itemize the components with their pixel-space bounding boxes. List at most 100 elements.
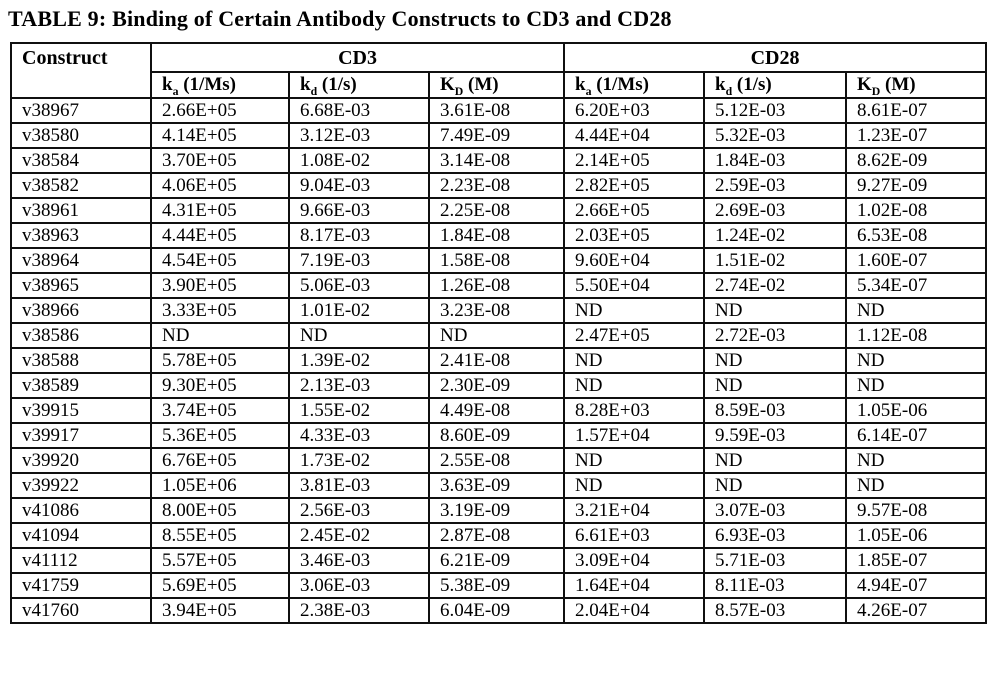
table-row: v39922 1.05E+06 3.81E-03 3.63E-09 ND ND …	[10, 472, 988, 499]
table-row: v41094 8.55E+05 2.45E-02 2.87E-08 6.61E+…	[10, 522, 988, 549]
construct-cell: v38961	[10, 197, 152, 224]
cd28-ka-cell: 3.09E+04	[563, 547, 706, 574]
cd3-ka-cell: 5.78E+05	[150, 347, 290, 374]
cd28-ka-header: ka (1/Ms)	[563, 71, 706, 99]
cd3-KD-cell: 2.23E-08	[427, 172, 566, 199]
cd3-ka-cell: 6.76E+05	[150, 447, 290, 474]
cd28-KD-cell: 1.12E-08	[845, 322, 988, 349]
ka-symbol: k	[575, 74, 586, 95]
cd28-KD-cell: 4.26E-07	[845, 597, 988, 624]
table-row: v38965 3.90E+05 5.06E-03 1.26E-08 5.50E+…	[10, 272, 988, 299]
cd3-kd-cell: 2.38E-03	[288, 597, 430, 624]
cd3-kd-cell: 2.45E-02	[288, 522, 430, 549]
cd3-KD-header: KD (M)	[427, 71, 566, 99]
cd28-kd-cell: 8.57E-03	[703, 597, 848, 624]
cd28-kd-cell: ND	[703, 297, 848, 324]
cd3-KD-cell: 3.63E-09	[427, 472, 566, 499]
cd3-KD-cell: 2.25E-08	[427, 197, 566, 224]
cd3-KD-cell: 1.26E-08	[427, 272, 566, 299]
cd3-ka-cell: 2.66E+05	[150, 97, 290, 124]
cd28-kd-cell: 1.84E-03	[703, 147, 848, 174]
table-row: v38580 4.14E+05 3.12E-03 7.49E-09 4.44E+…	[10, 122, 988, 149]
construct-cell: v38586	[10, 322, 152, 349]
cd3-KD-cell: 2.41E-08	[427, 347, 566, 374]
cd28-kd-cell: 2.69E-03	[703, 197, 848, 224]
cd3-KD-cell: 7.49E-09	[427, 122, 566, 149]
table-row: v41760 3.94E+05 2.38E-03 6.04E-09 2.04E+…	[10, 597, 988, 624]
cd3-KD-cell: ND	[427, 322, 566, 349]
binding-data-table: Construct CD3 CD28 ka (1/Ms) kd (1/s) KD…	[10, 42, 988, 624]
table-row: v39915 3.74E+05 1.55E-02 4.49E-08 8.28E+…	[10, 397, 988, 424]
cd3-KD-cell: 6.21E-09	[427, 547, 566, 574]
table-row: v38582 4.06E+05 9.04E-03 2.23E-08 2.82E+…	[10, 172, 988, 199]
cd3-kd-cell: 4.33E-03	[288, 422, 430, 449]
cd3-kd-cell: 2.56E-03	[288, 497, 430, 524]
cd3-KD-cell: 1.84E-08	[427, 222, 566, 249]
cd3-ka-cell: 3.74E+05	[150, 397, 290, 424]
cd3-ka-cell: 3.70E+05	[150, 147, 290, 174]
construct-cell: v38966	[10, 297, 152, 324]
cd3-ka-cell: 8.55E+05	[150, 522, 290, 549]
construct-cell: v38588	[10, 347, 152, 374]
cd28-ka-cell: 6.61E+03	[563, 522, 706, 549]
cd28-KD-cell: 1.05E-06	[845, 522, 988, 549]
cd3-KD-cell: 4.49E-08	[427, 397, 566, 424]
cd28-KD-cell: 1.05E-06	[845, 397, 988, 424]
cd28-kd-cell: 5.12E-03	[703, 97, 848, 124]
cd28-ka-cell: ND	[563, 447, 706, 474]
kd-subscript: d	[310, 84, 318, 98]
cd28-ka-cell: 2.14E+05	[563, 147, 706, 174]
cd3-ka-cell: 4.06E+05	[150, 172, 290, 199]
cd3-KD-cell: 1.58E-08	[427, 247, 566, 274]
cd28-kd-cell: ND	[703, 372, 848, 399]
construct-cell: v39915	[10, 397, 152, 424]
KD-symbol: K	[857, 74, 872, 95]
cd3-kd-cell: 1.39E-02	[288, 347, 430, 374]
cd28-ka-cell: 2.66E+05	[563, 197, 706, 224]
cd3-KD-cell: 3.61E-08	[427, 97, 566, 124]
kd-symbol: k	[300, 74, 311, 95]
cd3-kd-cell: 3.06E-03	[288, 572, 430, 599]
cd28-ka-cell: 2.47E+05	[563, 322, 706, 349]
kd-units: (1/s)	[732, 74, 772, 95]
cd3-kd-cell: 1.01E-02	[288, 297, 430, 324]
sub-header-row: ka (1/Ms) kd (1/s) KD (M) ka (1/Ms) kd (…	[11, 71, 988, 99]
table-row: v41112 5.57E+05 3.46E-03 6.21E-09 3.09E+…	[10, 547, 988, 574]
cd28-kd-cell: 8.59E-03	[703, 397, 848, 424]
cd28-kd-cell: ND	[703, 472, 848, 499]
cd3-KD-cell: 2.87E-08	[427, 522, 566, 549]
table-header: Construct CD3 CD28 ka (1/Ms) kd (1/s) KD…	[10, 42, 988, 99]
cd28-KD-cell: 1.23E-07	[845, 122, 988, 149]
kd-symbol: k	[715, 74, 726, 95]
construct-cell: v39922	[10, 472, 152, 499]
cd28-KD-cell: ND	[845, 297, 988, 324]
cd3-kd-cell: 9.66E-03	[288, 197, 430, 224]
cd28-KD-header: KD (M)	[845, 71, 988, 99]
KD-symbol: K	[440, 74, 455, 95]
cd28-ka-cell: ND	[563, 372, 706, 399]
cd3-kd-cell: 2.13E-03	[288, 372, 430, 399]
table-body: v38967 2.66E+05 6.68E-03 3.61E-08 6.20E+…	[10, 97, 988, 624]
cd28-KD-cell: 8.62E-09	[845, 147, 988, 174]
cd3-ka-cell: 5.69E+05	[150, 572, 290, 599]
cd28-ka-cell: ND	[563, 297, 706, 324]
cd3-KD-cell: 3.19E-09	[427, 497, 566, 524]
cd28-kd-cell: 3.07E-03	[703, 497, 848, 524]
construct-cell: v38580	[10, 122, 152, 149]
cd28-ka-cell: 1.57E+04	[563, 422, 706, 449]
cd3-kd-cell: 9.04E-03	[288, 172, 430, 199]
table-row: v39920 6.76E+05 1.73E-02 2.55E-08 ND ND …	[10, 447, 988, 474]
cd28-ka-cell: 6.20E+03	[563, 97, 706, 124]
table-row: v39917 5.36E+05 4.33E-03 8.60E-09 1.57E+…	[10, 422, 988, 449]
cd3-KD-cell: 6.04E-09	[427, 597, 566, 624]
construct-cell: v38967	[10, 97, 152, 124]
cd3-kd-cell: 1.55E-02	[288, 397, 430, 424]
cd3-ka-cell: 3.33E+05	[150, 297, 290, 324]
table-row: v38964 4.54E+05 7.19E-03 1.58E-08 9.60E+…	[10, 247, 988, 274]
construct-column-header: Construct	[10, 42, 152, 99]
cd3-kd-cell: 3.81E-03	[288, 472, 430, 499]
cd3-KD-cell: 3.14E-08	[427, 147, 566, 174]
cd3-KD-cell: 2.30E-09	[427, 372, 566, 399]
cd3-ka-cell: 4.14E+05	[150, 122, 290, 149]
